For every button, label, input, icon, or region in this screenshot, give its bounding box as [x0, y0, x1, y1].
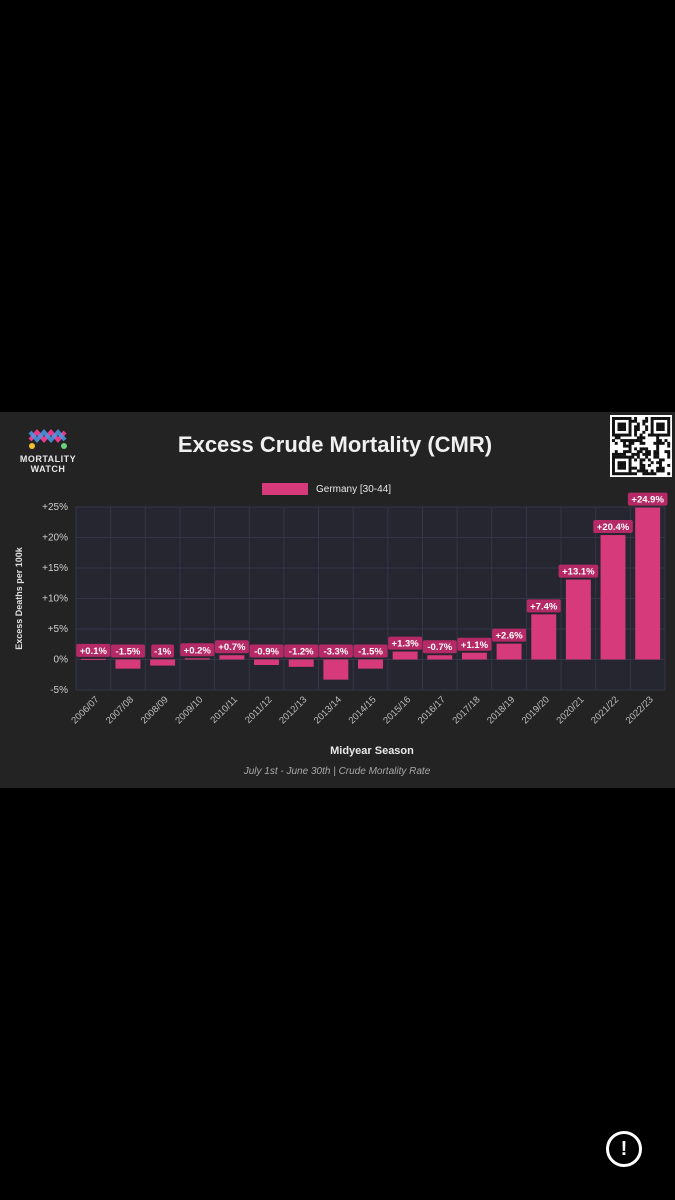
data-label: -0.9%: [254, 647, 279, 658]
y-tick-label: +15%: [42, 563, 68, 574]
x-tick-label: 2017/18: [450, 694, 482, 726]
data-label: +24.9%: [631, 495, 664, 506]
data-label-box: [249, 644, 284, 658]
y-tick-label: -5%: [50, 685, 68, 696]
bar: [565, 579, 591, 660]
bar-chart: -5% 0% +5% +10% +15% +20% +25% +0.1% 2006/07 -1.5…: [14, 492, 668, 777]
x-tick-label: 2018/19: [485, 694, 517, 726]
bar: [288, 659, 314, 667]
legend-label: Germany [30-44]: [316, 483, 392, 495]
chart-caption: July 1st - June 30th | Crude Mortality R…: [243, 766, 431, 777]
bar: [184, 658, 210, 660]
data-label: -1%: [154, 647, 171, 658]
bar: [115, 659, 141, 669]
data-label: +2.6%: [495, 631, 523, 642]
bar: [392, 651, 418, 660]
data-label: +7.4%: [530, 601, 558, 612]
data-label-box: [558, 564, 599, 578]
x-tick-label: 2009/10: [173, 694, 205, 726]
y-tick-label: +20%: [42, 533, 68, 544]
data-label-box: [76, 643, 111, 657]
logo-mark-icon: [28, 428, 67, 449]
data-label-box: [110, 644, 145, 658]
x-tick-label: 2016/17: [416, 694, 448, 726]
y-tick-label: 0%: [54, 655, 69, 666]
logo-line-2: WATCH: [30, 464, 66, 474]
bar: [461, 652, 487, 660]
legend: Germany [30-44]: [262, 482, 391, 496]
x-tick-label: 2020/21: [554, 694, 586, 726]
bar: [496, 643, 522, 660]
data-label: -3.3%: [323, 647, 348, 658]
bar: [219, 655, 245, 660]
bar: [254, 659, 280, 665]
x-tick-label: 2012/13: [277, 694, 309, 726]
mortality-watch-logo: MORTALITY WATCH: [10, 420, 86, 480]
data-label: +20.4%: [597, 522, 630, 533]
y-axis-label: Excess Deaths per 100k: [14, 546, 24, 650]
data-label-box: [214, 640, 249, 654]
data-label: -0.7%: [427, 642, 452, 653]
x-tick-label: 2013/14: [312, 694, 344, 726]
bar: [150, 659, 176, 666]
data-label: +13.1%: [562, 567, 595, 578]
y-tick-label: +10%: [42, 594, 68, 605]
data-label-box: [284, 644, 319, 658]
logo-text: MORTALITY WATCH: [10, 454, 86, 474]
data-label: +0.7%: [218, 642, 246, 653]
y-tick-label: +5%: [48, 624, 68, 635]
data-label-box: [388, 636, 423, 650]
data-label-box: [593, 520, 633, 534]
x-axis-label: Midyear Season: [330, 745, 414, 757]
data-label-box: [526, 599, 561, 613]
x-tick-label: 2019/20: [520, 694, 552, 726]
data-label-box: [318, 644, 353, 658]
data-label: -1.2%: [289, 647, 314, 658]
y-tick-label: +25%: [42, 502, 68, 513]
data-label: +1.3%: [392, 639, 420, 650]
x-tick-label: 2011/12: [243, 694, 275, 726]
chart-card: MORTALITY WATCH Excess Crude Mortality (…: [0, 412, 675, 788]
qr-code-icon: [612, 417, 671, 476]
x-tick-label: 2008/09: [139, 694, 171, 726]
bar: [358, 659, 383, 669]
bar: [531, 614, 557, 660]
bar: [635, 507, 661, 660]
data-label-box: [457, 637, 492, 651]
data-label-box: [422, 640, 457, 654]
data-label-box: [151, 644, 175, 658]
data-label: +0.1%: [80, 646, 108, 657]
bar: [600, 535, 626, 660]
x-tick-label: 2010/11: [208, 694, 240, 726]
data-label-box: [627, 492, 668, 506]
data-label-box: [492, 628, 527, 642]
alert-symbol: !: [620, 1137, 628, 1160]
data-label: +1.1%: [461, 640, 489, 651]
data-label-box: [180, 643, 215, 657]
chart-title: Excess Crude Mortality (CMR): [177, 432, 493, 457]
x-tick-label: 2021/22: [589, 694, 621, 726]
x-tick-label: 2022/23: [624, 694, 656, 726]
logo-line-1: MORTALITY: [19, 454, 77, 464]
bar: [323, 659, 349, 680]
data-label: -1.5%: [116, 647, 141, 658]
qr-code: [610, 415, 672, 477]
bar: [80, 658, 106, 660]
data-label: +0.2%: [184, 645, 212, 656]
x-tick-label: 2006/07: [69, 694, 101, 726]
x-tick-label: 2007/08: [104, 694, 136, 726]
x-tick-label: 2014/15: [347, 694, 379, 726]
alert-icon[interactable]: !: [606, 1131, 642, 1167]
legend-swatch: [262, 483, 308, 495]
x-tick-label: 2015/16: [381, 694, 413, 726]
data-label-box: [353, 644, 388, 658]
bar: [427, 655, 453, 660]
data-label: -1.5%: [358, 647, 383, 658]
